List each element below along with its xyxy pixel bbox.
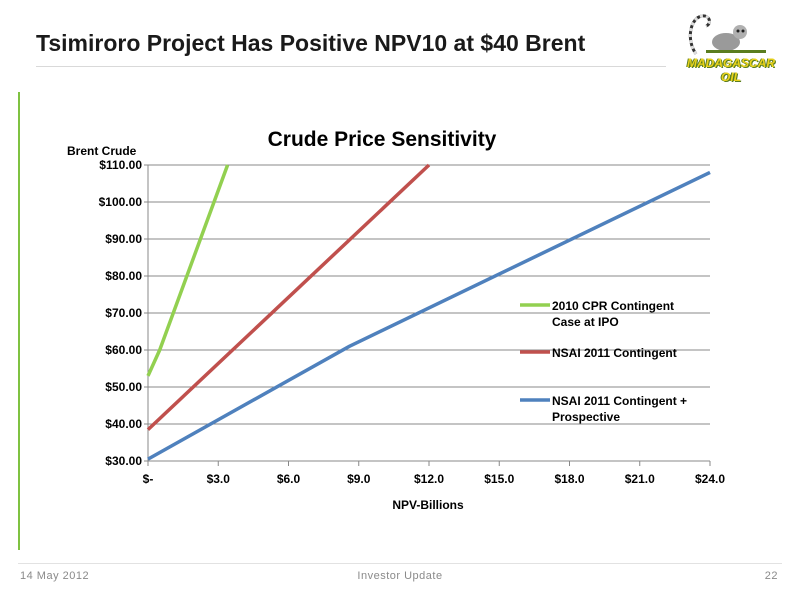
y-tick-label: $60.00 (105, 343, 142, 357)
series-line-3 (147, 170, 711, 461)
x-tick-label: $24.0 (695, 472, 725, 486)
grid-lines (148, 164, 710, 425)
y-tick-label: $50.00 (105, 380, 142, 394)
y-tick-label: $70.00 (105, 306, 142, 320)
footer-date: 14 May 2012 (20, 570, 90, 582)
crude-price-chart: Crude Price Sensitivity Brent Crude NPV-… (67, 128, 726, 512)
y-tick-label: $100.00 (99, 195, 143, 209)
y-axis-label: Brent Crude (67, 144, 137, 158)
series-lines (146, 163, 711, 461)
x-tick-label: $21.0 (625, 472, 655, 486)
series-line-1 (146, 164, 230, 377)
y-tick-label: $110.00 (99, 158, 142, 172)
tick-labels: $30.00 $40.00 $50.00 $60.00 $70.00 $80.00 $90.… (99, 158, 726, 486)
legend-label-3: NSAI 2011 Contingent + (552, 394, 687, 408)
x-tick-label: $3.0 (207, 472, 231, 486)
legend-label-2: NSAI 2011 Contingent (552, 346, 677, 360)
footer-divider (18, 563, 782, 564)
title-divider (36, 66, 666, 67)
x-tick-label: $18.0 (554, 472, 584, 486)
y-tick-label: $80.00 (105, 269, 142, 283)
x-tick-label: $- (143, 472, 154, 486)
legend-label-3: Prospective (552, 410, 620, 424)
chart-title: Crude Price Sensitivity (268, 128, 497, 151)
series-line-2 (146, 163, 431, 431)
company-logo: MADAGASCAR OIL (676, 10, 786, 84)
page-number: 22 (764, 570, 778, 582)
legend: 2010 CPR Contingent Case at IPO NSAI 2011 … (520, 299, 687, 424)
lemur-logo-icon (688, 14, 766, 55)
x-axis-label: NPV-Billions (392, 498, 464, 512)
footer-title: Investor Update (357, 570, 443, 582)
y-tick-label: $90.00 (105, 232, 142, 246)
legend-label-1: 2010 CPR Contingent (552, 299, 674, 313)
axes (144, 164, 711, 466)
y-tick-label: $30.00 (105, 454, 142, 468)
x-tick-label: $9.0 (347, 472, 371, 486)
slide-title: Tsimiroro Project Has Positive NPV10 at … (36, 30, 586, 56)
y-tick-label: $40.00 (105, 417, 142, 431)
legend-label-1: Case at IPO (552, 315, 619, 329)
left-accent-bar (18, 92, 20, 550)
x-tick-label: $15.0 (484, 472, 514, 486)
x-tick-label: $12.0 (414, 472, 444, 486)
logo-text: MADAGASCAR OIL (687, 56, 775, 84)
x-tick-label: $6.0 (277, 472, 301, 486)
